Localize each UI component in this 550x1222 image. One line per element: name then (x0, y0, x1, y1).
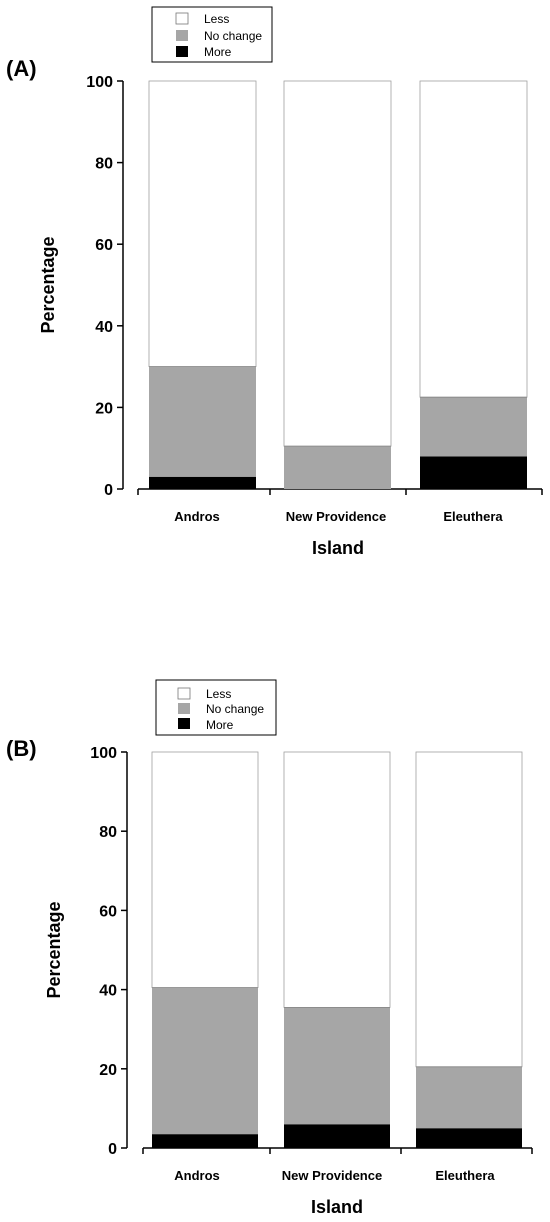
y-tick-label: 80 (99, 824, 117, 841)
x-tick-label: Andros (174, 509, 220, 524)
y-tick-label: 40 (99, 983, 117, 1000)
legend-swatch-less (177, 687, 191, 700)
legend-swatch-less (175, 12, 189, 25)
legend-label-more: More (204, 45, 232, 59)
y-tick-label: 0 (104, 482, 113, 499)
y-tick-label: 60 (95, 237, 113, 254)
bar-segment-less (415, 751, 523, 1068)
legend-box (151, 6, 273, 63)
x-tick-label: New Providence (286, 509, 386, 524)
y-tick-label: 20 (99, 1062, 117, 1079)
y-tick-label: 100 (90, 745, 117, 762)
y-tick-label: 0 (108, 1141, 117, 1158)
panel-label: (A) (6, 56, 37, 81)
x-tick-label: Andros (174, 1168, 220, 1183)
x-axis-title: Island (312, 538, 364, 558)
bar-segment-less (419, 80, 528, 398)
bar-segment-no-change (149, 366, 256, 477)
legend-swatch-more (178, 718, 190, 729)
bar-segment-less (283, 80, 392, 447)
chart-panel-b: Less No change More (B) Percentage Islan… (6, 679, 533, 1217)
bar-segment-more (420, 456, 527, 489)
x-axis-title: Island (311, 1197, 363, 1217)
bar-segment-more (152, 1134, 258, 1148)
legend-swatch-no-change (176, 30, 188, 41)
y-tick-label: 40 (95, 319, 113, 336)
panel-label: (B) (6, 736, 37, 761)
y-tick-label: 100 (86, 74, 113, 91)
legend-box (155, 679, 277, 736)
bar-segment-no-change (420, 397, 527, 457)
legend-label-less: Less (204, 12, 229, 26)
bar-segment-no-change (416, 1066, 522, 1129)
x-tick-label: Eleuthera (443, 509, 503, 524)
legend-label-more: More (206, 718, 234, 732)
x-tick-label: Eleuthera (435, 1168, 495, 1183)
y-axis-title: Percentage (44, 901, 64, 998)
bar-segment-more (149, 476, 256, 489)
legend-label-no-change: No change (206, 702, 264, 716)
bar-segment-more (416, 1128, 522, 1148)
y-tick-label: 60 (99, 903, 117, 920)
x-tick-label: New Providence (282, 1168, 382, 1183)
bar-segment-less (148, 80, 257, 368)
bar-segment-less (151, 751, 259, 989)
bar-segment-less (283, 751, 391, 1008)
bar-segment-no-change (284, 1007, 390, 1125)
legend-swatch-more (176, 46, 188, 57)
bar-segment-no-change (284, 446, 391, 489)
bar-segment-no-change (152, 987, 258, 1135)
legend-swatch-no-change (178, 703, 190, 714)
legend: Less No change More (151, 6, 273, 63)
chart-panel-a: Less No change More (A) Percentage Islan… (6, 6, 543, 558)
y-tick-label: 20 (95, 400, 113, 417)
y-tick-label: 80 (95, 156, 113, 173)
bar-segment-more (284, 1124, 390, 1148)
legend-label-no-change: No change (204, 29, 262, 43)
legend-label-less: Less (206, 687, 231, 701)
legend: Less No change More (155, 679, 277, 736)
y-axis-title: Percentage (38, 236, 58, 333)
